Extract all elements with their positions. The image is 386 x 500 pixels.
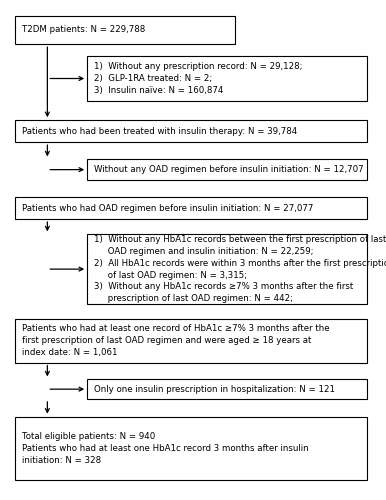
Text: 1)  Without any prescription record: N = 29,128;
2)  GLP-1RA treated: N = 2;
3) : 1) Without any prescription record: N = … [94, 62, 302, 95]
Text: Without any OAD regimen before insulin initiation: N = 12,707: Without any OAD regimen before insulin i… [94, 165, 364, 174]
FancyBboxPatch shape [87, 160, 367, 180]
FancyBboxPatch shape [15, 120, 367, 142]
FancyBboxPatch shape [15, 16, 235, 44]
FancyBboxPatch shape [87, 234, 367, 304]
Text: T2DM patients: N = 229,788: T2DM patients: N = 229,788 [22, 26, 145, 35]
Text: Total eligible patients: N = 940
Patients who had at least one HbA1c record 3 mo: Total eligible patients: N = 940 Patient… [22, 432, 309, 465]
Text: Patients who had been treated with insulin therapy: N = 39,784: Patients who had been treated with insul… [22, 126, 297, 136]
FancyBboxPatch shape [15, 318, 367, 362]
Text: Patients who had at least one record of HbA1c ≥7% 3 months after the
first presc: Patients who had at least one record of … [22, 324, 330, 357]
FancyBboxPatch shape [87, 380, 367, 399]
Text: Patients who had OAD regimen before insulin initiation: N = 27,077: Patients who had OAD regimen before insu… [22, 204, 313, 212]
FancyBboxPatch shape [15, 416, 367, 480]
Text: 1)  Without any HbA1c records between the first prescription of last
     OAD re: 1) Without any HbA1c records between the… [94, 235, 386, 303]
Text: Only one insulin prescription in hospitalization: N = 121: Only one insulin prescription in hospita… [94, 384, 335, 394]
FancyBboxPatch shape [87, 56, 367, 100]
FancyBboxPatch shape [15, 197, 367, 219]
